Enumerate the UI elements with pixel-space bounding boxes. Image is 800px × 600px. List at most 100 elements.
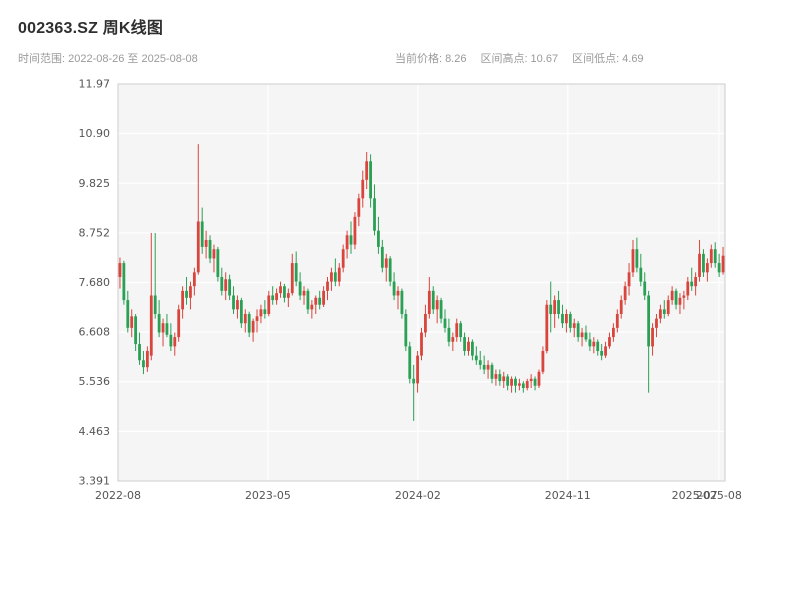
y-axis-tick-label: 5.536: [79, 375, 111, 388]
x-axis-tick-label: 2025-08: [696, 489, 742, 502]
range-low-stat: 区间低点: 4.69: [572, 53, 643, 65]
candle-body: [377, 230, 380, 247]
candle: [451, 332, 455, 352]
candle-body: [318, 297, 322, 305]
candle: [455, 318, 459, 342]
candle: [604, 341, 607, 358]
candle: [161, 318, 165, 347]
candle-body: [474, 355, 478, 361]
candle-body: [498, 374, 502, 382]
candle: [435, 295, 439, 324]
candle-body: [518, 383, 521, 386]
candle-body: [239, 300, 243, 324]
candle-body: [502, 376, 506, 382]
candle: [220, 267, 224, 296]
candle: [118, 257, 122, 289]
candle-body: [541, 351, 545, 372]
candle: [690, 267, 694, 291]
candle: [502, 371, 506, 389]
candle-body: [400, 290, 404, 314]
candle-body: [192, 272, 196, 287]
candle: [173, 332, 177, 356]
candle: [647, 290, 651, 393]
candle: [306, 288, 310, 314]
candle: [149, 233, 153, 361]
candle: [126, 290, 130, 333]
candle: [651, 323, 654, 356]
candle-body: [545, 304, 549, 352]
candle-body: [623, 286, 627, 301]
candle: [474, 346, 478, 365]
candle: [717, 253, 721, 277]
candle: [263, 300, 267, 319]
candle-body: [247, 313, 251, 333]
candle-body: [467, 341, 470, 352]
candle: [670, 286, 674, 305]
candle-body: [149, 295, 153, 356]
candle-body: [373, 198, 376, 231]
candle: [208, 235, 212, 264]
candle-body: [596, 341, 600, 352]
candle: [631, 239, 635, 277]
candle: [510, 376, 513, 393]
candle-body: [177, 309, 181, 338]
candle-body: [521, 383, 525, 389]
candle: [702, 249, 705, 277]
candle: [545, 300, 549, 354]
candle-body: [639, 267, 643, 282]
candle: [365, 152, 369, 190]
candle-body: [369, 161, 372, 199]
candle: [568, 311, 572, 333]
candle-body: [651, 327, 654, 347]
candle-body: [189, 286, 192, 298]
candle-body: [341, 249, 345, 268]
candle-body: [361, 179, 365, 199]
candle: [533, 376, 537, 391]
candle: [247, 311, 251, 338]
candle: [467, 337, 470, 356]
candle: [236, 295, 239, 319]
candle-body: [615, 313, 619, 328]
candle-body: [608, 337, 611, 347]
candle: [447, 318, 451, 347]
x-axis-tick-label: 2025-07: [672, 489, 718, 502]
candle-body: [271, 295, 275, 301]
candle: [564, 309, 568, 333]
candle: [431, 286, 435, 314]
candle-body: [627, 272, 631, 287]
candle-body: [314, 297, 318, 305]
candle: [521, 381, 525, 393]
candle-body: [506, 376, 510, 386]
candle: [482, 355, 486, 375]
candle: [373, 184, 376, 236]
candle-body: [568, 313, 572, 328]
candle: [369, 154, 372, 208]
candle-body: [592, 341, 596, 347]
candle: [705, 258, 709, 282]
candle: [259, 304, 263, 324]
candle: [357, 193, 361, 227]
candle: [639, 253, 643, 287]
candle: [541, 346, 545, 375]
candle-body: [212, 249, 216, 259]
candle-body: [181, 290, 185, 310]
candle-body: [290, 263, 294, 294]
candle-body: [471, 341, 474, 356]
candle: [255, 309, 259, 333]
candle-body: [420, 332, 423, 356]
candle-body: [525, 381, 529, 389]
candle-body: [380, 246, 384, 268]
subheader: 时间范围: 2022-08-26 至 2025-08-08 当前价格: 8.26 区…: [18, 50, 782, 66]
candle-body: [384, 258, 388, 268]
candle-body: [463, 337, 466, 352]
candle: [130, 309, 134, 338]
candle-body: [694, 276, 698, 287]
candle-body: [529, 378, 533, 382]
candle-body: [619, 300, 623, 314]
candle: [713, 242, 717, 268]
candle: [145, 346, 149, 372]
candle: [600, 344, 604, 361]
candle: [271, 286, 275, 305]
candle-body: [662, 309, 666, 314]
candle: [592, 337, 596, 354]
